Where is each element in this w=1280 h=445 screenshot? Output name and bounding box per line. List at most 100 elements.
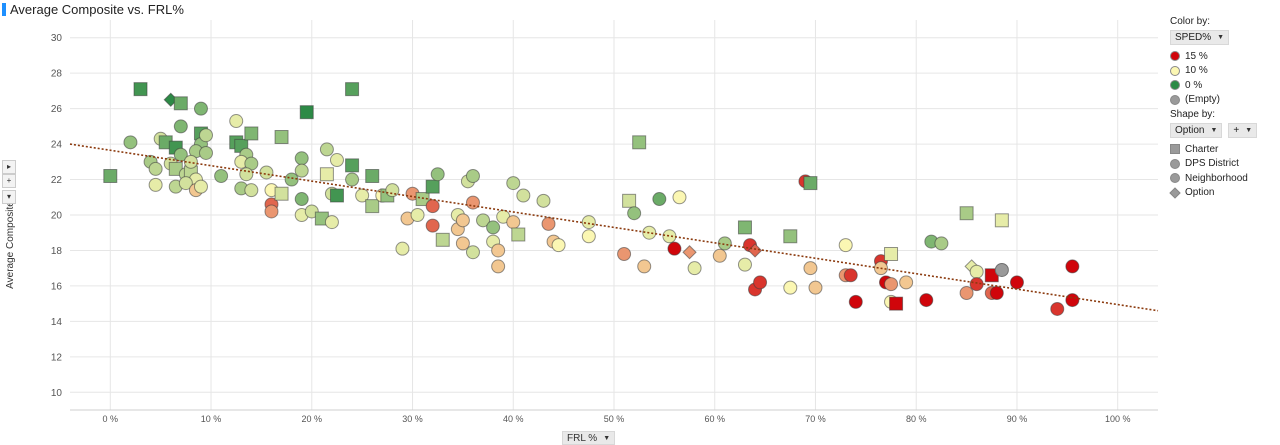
data-point bbox=[229, 114, 244, 129]
color-legend-item[interactable]: 15 % bbox=[1170, 49, 1278, 64]
data-point-charter bbox=[737, 220, 752, 235]
data-point bbox=[1065, 259, 1080, 274]
data-point bbox=[919, 293, 934, 308]
data-point bbox=[214, 169, 229, 183]
expand-arrow-button[interactable]: ▸ bbox=[2, 160, 16, 174]
data-point bbox=[1009, 275, 1024, 290]
shape-legend-item[interactable]: Option bbox=[1169, 186, 1278, 201]
data-point-charter bbox=[244, 126, 259, 141]
data-point bbox=[959, 286, 974, 300]
shape-by-label: Shape by: bbox=[1170, 109, 1216, 120]
title-accent bbox=[2, 2, 6, 16]
y-tick-label: 24 bbox=[51, 140, 63, 151]
x-axis-field-dropdown[interactable]: FRL % ▼ bbox=[562, 431, 616, 445]
diamond-icon bbox=[1169, 187, 1181, 199]
data-point bbox=[410, 208, 425, 222]
data-point bbox=[899, 275, 914, 290]
chevron-down-icon: ▼ bbox=[603, 434, 611, 442]
data-point bbox=[491, 259, 506, 274]
legend-swatch bbox=[1170, 51, 1180, 62]
data-point bbox=[319, 142, 334, 157]
data-point-charter bbox=[299, 105, 314, 120]
data-point bbox=[173, 119, 188, 134]
shape-legend-item[interactable]: Charter bbox=[1170, 142, 1278, 157]
add-button[interactable]: + bbox=[2, 174, 16, 188]
y-axis-label: Average Composite bbox=[5, 201, 16, 289]
data-point bbox=[355, 188, 370, 203]
x-tick-label: 0 % bbox=[103, 414, 119, 424]
legend-label: 15 % bbox=[1185, 50, 1208, 62]
chevron-down-icon: ▼ bbox=[1245, 127, 1253, 134]
legend-label: Charter bbox=[1185, 143, 1219, 155]
data-point bbox=[294, 192, 309, 207]
data-point bbox=[712, 248, 727, 263]
data-point bbox=[199, 145, 213, 160]
shape-legend-list: Charter DPS District Neighborhood Option bbox=[1168, 142, 1278, 200]
data-point bbox=[536, 193, 551, 208]
x-tick-label: 100 % bbox=[1105, 414, 1131, 424]
data-point bbox=[148, 161, 163, 176]
y-axis-dropdown-button[interactable]: ▾ bbox=[2, 190, 16, 204]
x-tick-label: 90 % bbox=[1007, 414, 1028, 424]
data-point bbox=[934, 236, 949, 251]
data-point-charter bbox=[103, 169, 118, 183]
data-point-charter bbox=[783, 229, 798, 244]
data-point bbox=[672, 190, 687, 205]
shape-legend-item[interactable]: Neighborhood bbox=[1170, 171, 1278, 186]
data-point bbox=[969, 277, 984, 292]
data-point bbox=[989, 286, 1004, 300]
data-point bbox=[324, 215, 339, 230]
legend-label: Neighborhood bbox=[1185, 172, 1248, 184]
x-axis-field-label: FRL % bbox=[567, 432, 598, 444]
data-point bbox=[506, 215, 521, 230]
data-point bbox=[178, 176, 193, 191]
data-point bbox=[395, 241, 410, 256]
data-point-charter bbox=[511, 227, 526, 242]
circle-icon bbox=[1170, 158, 1180, 169]
y-tick-label: 20 bbox=[51, 211, 63, 222]
data-point-charter bbox=[994, 213, 1009, 228]
color-legend-item[interactable]: 0 % bbox=[1170, 78, 1278, 93]
data-point bbox=[385, 183, 400, 198]
shape-legend-item[interactable]: DPS District bbox=[1170, 157, 1278, 172]
y-tick-label: 18 bbox=[51, 246, 63, 257]
data-point bbox=[486, 220, 501, 235]
data-point bbox=[329, 153, 344, 168]
shape-by-dropdown[interactable]: Option ▼ bbox=[1170, 123, 1223, 138]
data-point bbox=[969, 264, 984, 279]
shape-add-dropdown[interactable]: + ▼ bbox=[1228, 123, 1258, 138]
x-tick-label: 40 % bbox=[503, 414, 524, 424]
color-by-label: Color by: bbox=[1170, 16, 1211, 27]
data-point bbox=[808, 280, 823, 295]
data-point-charter bbox=[274, 130, 289, 144]
legend-swatch bbox=[1170, 94, 1180, 105]
y-tick-label: 10 bbox=[51, 388, 63, 399]
color-legend-item[interactable]: 10 % bbox=[1170, 64, 1278, 79]
y-tick-label: 12 bbox=[51, 352, 63, 363]
data-point bbox=[637, 259, 652, 274]
x-tick-label: 50 % bbox=[604, 414, 625, 424]
x-tick-label: 60 % bbox=[704, 414, 725, 424]
data-point bbox=[652, 192, 667, 207]
data-point bbox=[244, 183, 259, 198]
data-point bbox=[465, 169, 480, 183]
data-point bbox=[783, 280, 798, 295]
data-point bbox=[581, 229, 596, 244]
color-legend-item[interactable]: (Empty) bbox=[1170, 93, 1278, 108]
x-tick-label: 10 % bbox=[201, 414, 222, 424]
x-tick-label: 30 % bbox=[402, 414, 423, 424]
data-point bbox=[803, 261, 818, 276]
data-point-charter bbox=[415, 192, 430, 207]
data-point bbox=[199, 128, 213, 143]
color-by-dropdown[interactable]: SPED% ▼ bbox=[1170, 30, 1230, 45]
shape-by-value: Option bbox=[1175, 125, 1205, 136]
y-tick-label: 28 bbox=[51, 69, 63, 80]
data-point bbox=[259, 165, 274, 180]
data-point-charter bbox=[889, 296, 904, 311]
data-point bbox=[294, 163, 309, 178]
chart-title: Average Composite vs. FRL% bbox=[10, 1, 184, 17]
legend-swatch bbox=[1170, 80, 1180, 91]
chart-title-bar: Average Composite vs. FRL% bbox=[0, 0, 184, 18]
data-point-charter bbox=[274, 186, 289, 201]
data-point bbox=[581, 215, 596, 230]
